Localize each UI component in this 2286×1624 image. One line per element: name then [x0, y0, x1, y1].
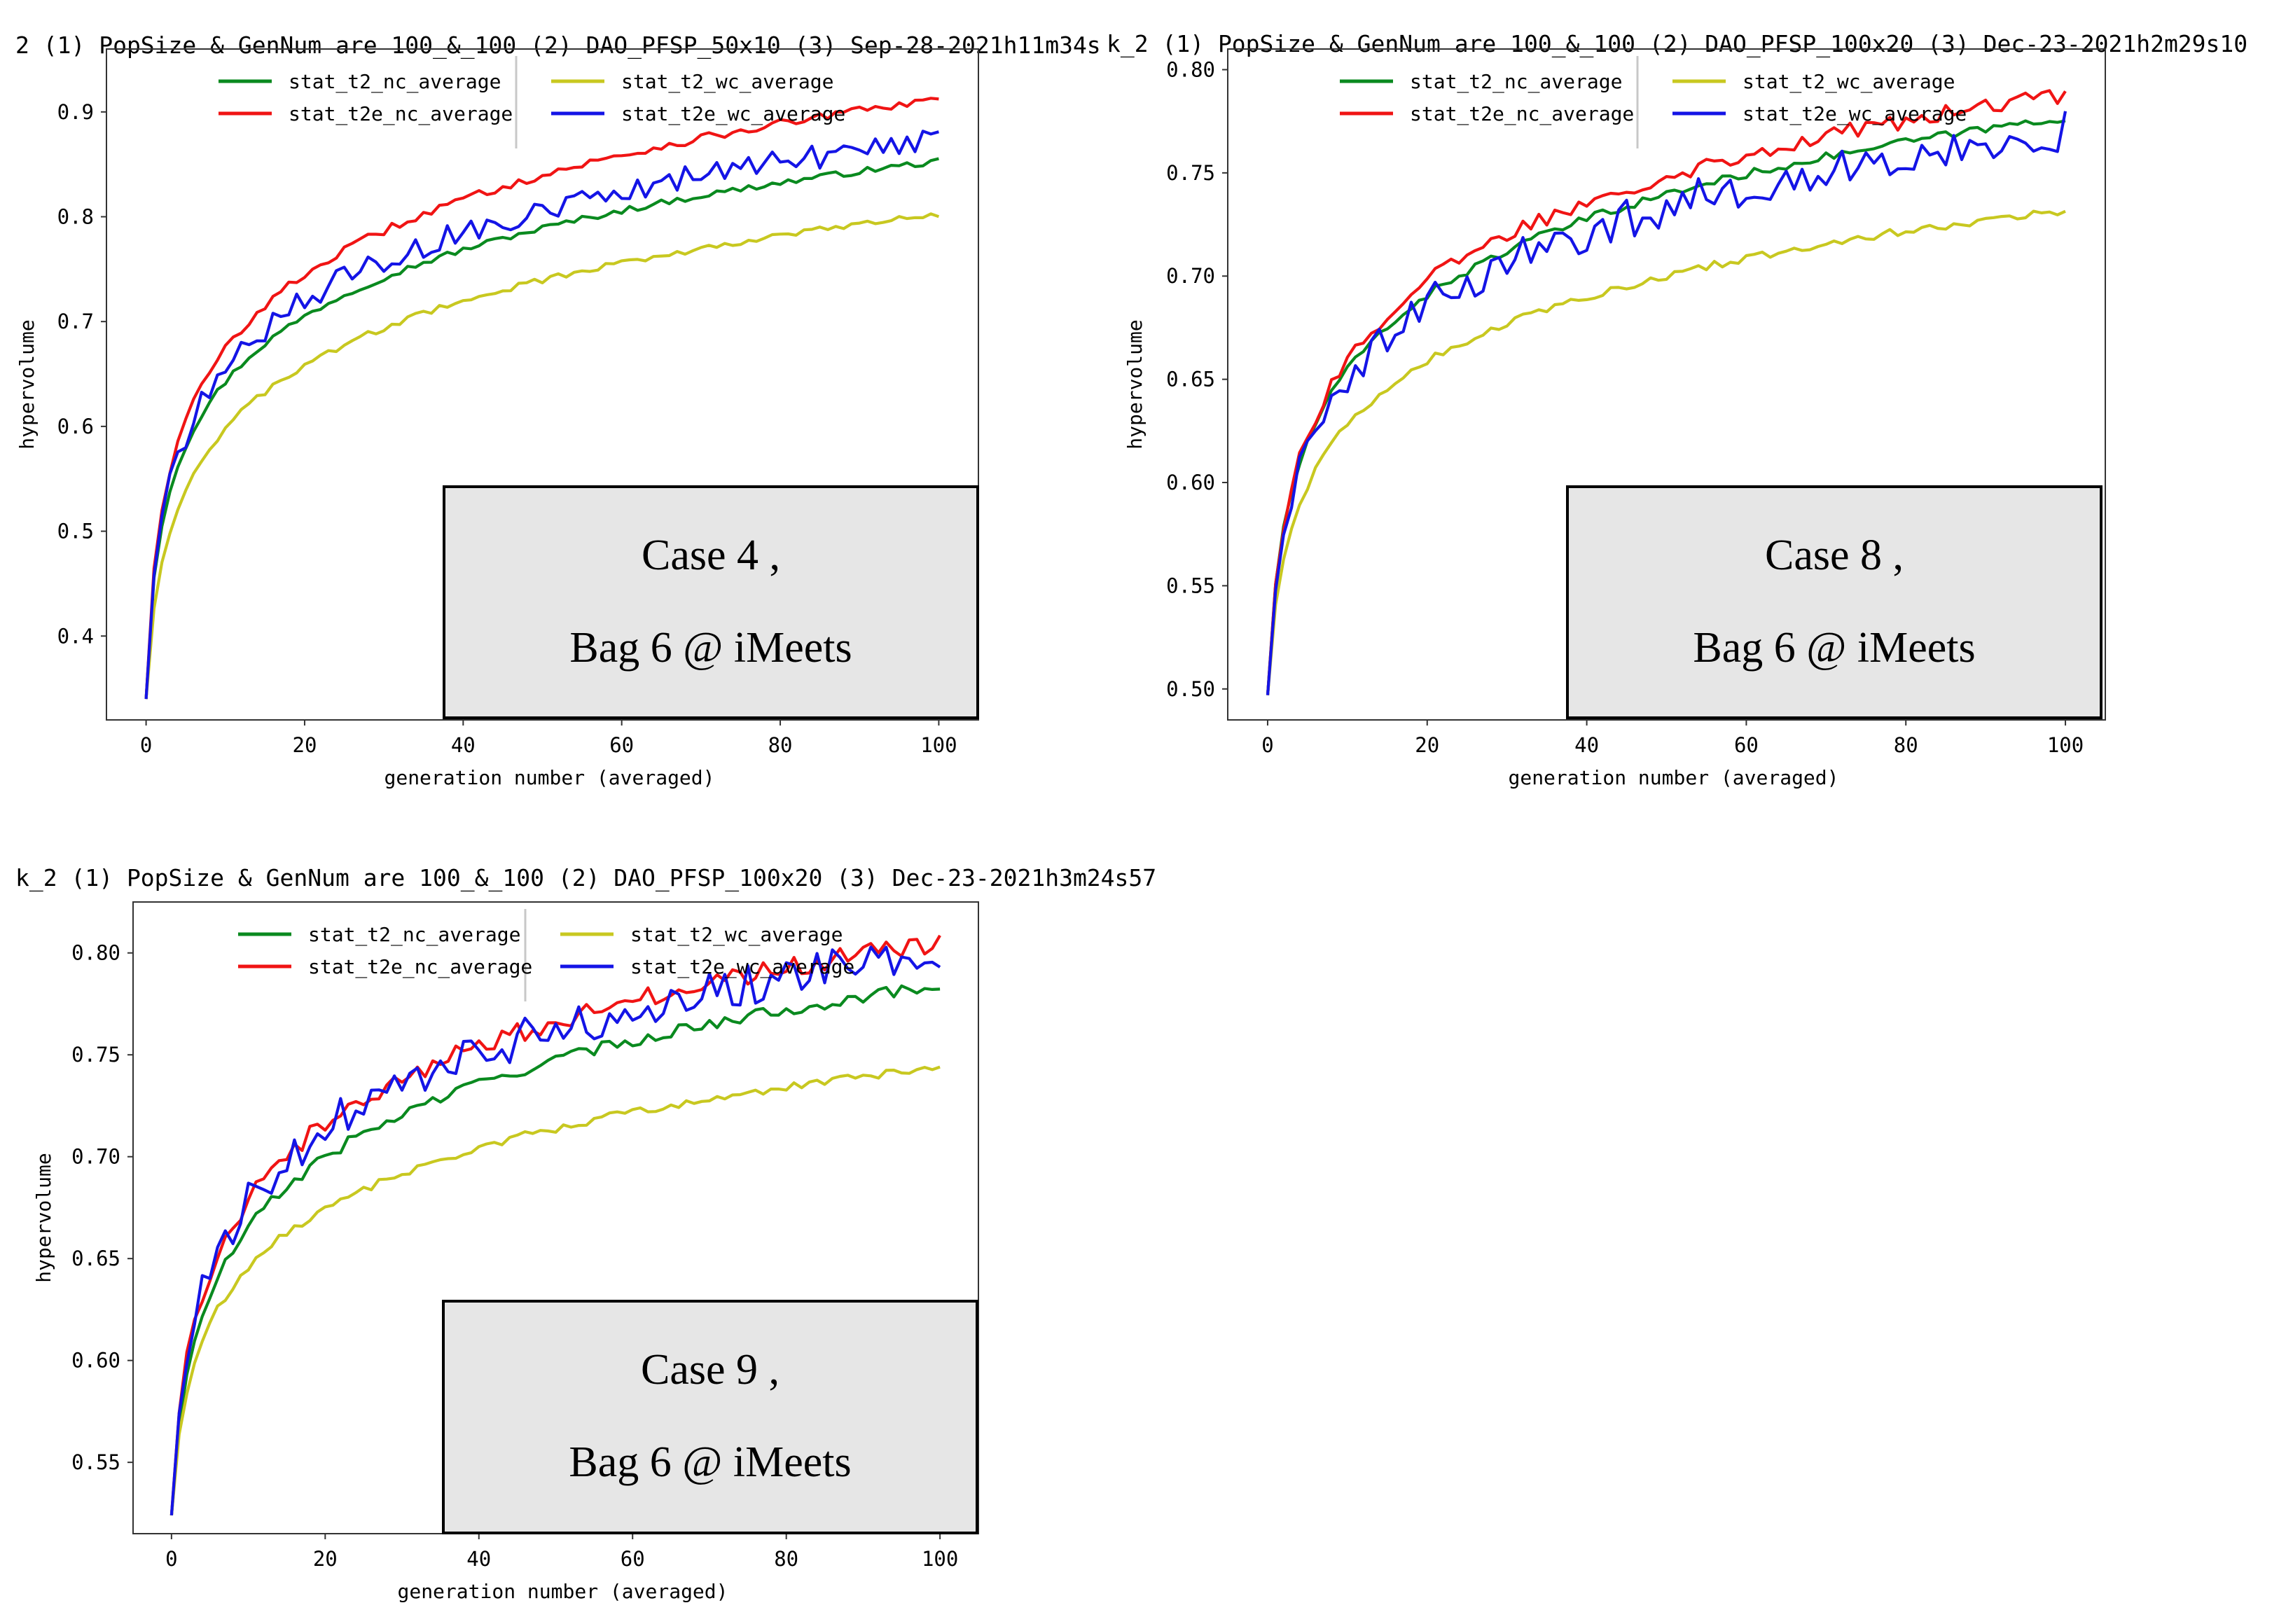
x-tick-label: 80: [1894, 733, 1918, 757]
series-line-stat-t2e-nc-average: [1266, 89, 2067, 695]
y-tick-label: 0.6: [57, 415, 94, 438]
y-tick-label: 0.50: [1166, 677, 1215, 701]
annotation-box: [443, 485, 979, 719]
chart-2: k_2 (1) PopSize & GenNum are 100_&_100 (…: [1107, 30, 2247, 789]
x-tick-label: 40: [451, 733, 476, 757]
x-tick-label: 60: [621, 1547, 645, 1571]
series-line-stat-t2e-nc-average: [144, 97, 939, 700]
y-tick-label: 0.4: [57, 624, 94, 648]
y-tick-label: 0.8: [57, 205, 94, 229]
legend-label: stat_t2e_nc_average: [308, 955, 532, 979]
series-line-stat-t2-nc-average: [1266, 119, 2066, 695]
series-line-stat-t2-wc-average: [144, 212, 940, 700]
annotation-case-label: Case 8 ,: [1765, 532, 1904, 579]
y-tick-label: 0.55: [71, 1450, 120, 1474]
series-line-stat-t2-wc-average: [169, 1065, 941, 1515]
y-tick-label: 0.9: [57, 100, 94, 124]
legend-label: stat_t2e_wc_average: [621, 102, 845, 126]
x-tick-label: 80: [768, 733, 793, 757]
x-tick-label: 100: [922, 1547, 958, 1571]
series-line-stat-t2e-wc-average: [1266, 111, 2067, 695]
chart-title: 2 (1) PopSize & GenNum are 100_&_100 (2)…: [15, 32, 1101, 60]
x-tick-label: 40: [466, 1547, 491, 1571]
series-line-stat-t2e-wc-average: [144, 130, 939, 700]
y-tick-label: 0.75: [71, 1043, 120, 1067]
legend-label: stat_t2_wc_average: [1743, 70, 1955, 94]
legend-label: stat_t2_wc_average: [630, 923, 843, 947]
x-tick-label: 20: [1415, 733, 1439, 757]
axes-frame: [106, 48, 979, 721]
x-axis-label: generation number (averaged): [1508, 766, 1838, 789]
series-line-stat-t2e-wc-average: [169, 945, 941, 1515]
y-tick-label: 0.80: [1166, 57, 1215, 81]
y-tick-label: 0.5: [57, 520, 94, 543]
series-line-stat-t2-wc-average: [1266, 209, 2066, 695]
annotation-bag-label: Bag 6 @ iMeets: [569, 1438, 851, 1486]
legend-label: stat_t2e_wc_average: [1743, 102, 1967, 126]
chart-title: k_2 (1) PopSize & GenNum are 100_&_100 (…: [15, 864, 1156, 892]
x-tick-label: 20: [313, 1547, 338, 1571]
x-tick-label: 20: [292, 733, 317, 757]
y-tick-label: 0.75: [1166, 161, 1215, 185]
y-tick-label: 0.70: [1166, 264, 1215, 288]
axes-frame: [1227, 48, 2106, 721]
x-tick-label: 60: [1734, 733, 1759, 757]
y-tick-label: 0.7: [57, 310, 94, 333]
series-line-stat-t2-nc-average: [169, 984, 941, 1515]
x-tick-label: 60: [609, 733, 634, 757]
legend-label: stat_t2_nc_average: [1410, 70, 1622, 94]
x-tick-label: 100: [2047, 733, 2084, 757]
legend-label: stat_t2e_wc_average: [630, 955, 854, 979]
y-tick-label: 0.65: [71, 1247, 120, 1270]
x-tick-label: 0: [165, 1547, 177, 1571]
chart-1: 2 (1) PopSize & GenNum are 100_&_100 (2)…: [15, 32, 1101, 789]
legend-label: stat_t2e_nc_average: [1410, 102, 1634, 126]
legend-label: stat_t2e_nc_average: [289, 102, 513, 126]
chart-title: k_2 (1) PopSize & GenNum are 100_&_100 (…: [1107, 30, 2247, 58]
y-axis-label: hypervolume: [1123, 319, 1147, 449]
y-tick-label: 0.55: [1166, 574, 1215, 597]
y-tick-label: 0.80: [71, 941, 120, 965]
y-tick-label: 0.60: [71, 1349, 120, 1373]
annotation-bag-label: Bag 6 @ iMeets: [569, 624, 852, 672]
x-axis-label: generation number (averaged): [384, 766, 714, 789]
y-tick-label: 0.70: [71, 1145, 120, 1169]
legend-label: stat_t2_wc_average: [621, 70, 833, 94]
x-axis-label: generation number (averaged): [397, 1580, 728, 1603]
y-tick-label: 0.65: [1166, 368, 1215, 391]
series-line-stat-t2-nc-average: [144, 157, 939, 700]
x-tick-label: 40: [1574, 733, 1599, 757]
x-tick-label: 0: [140, 733, 152, 757]
x-tick-label: 100: [920, 733, 957, 757]
annotation-box: [1566, 485, 2103, 719]
y-axis-label: hypervolume: [15, 319, 39, 449]
annotation-case-label: Case 9 ,: [641, 1346, 780, 1394]
chart-3: k_2 (1) PopSize & GenNum are 100_&_100 (…: [15, 864, 1156, 1603]
y-axis-label: hypervolume: [32, 1153, 55, 1282]
annotation-box: [442, 1300, 978, 1534]
legend-label: stat_t2_nc_average: [289, 70, 501, 94]
x-tick-label: 0: [1261, 733, 1273, 757]
annotation-bag-label: Bag 6 @ iMeets: [1693, 624, 1975, 672]
x-tick-label: 80: [774, 1547, 798, 1571]
annotation-case-label: Case 4 ,: [642, 532, 780, 579]
y-tick-label: 0.60: [1166, 471, 1215, 494]
legend-label: stat_t2_nc_average: [308, 923, 520, 947]
